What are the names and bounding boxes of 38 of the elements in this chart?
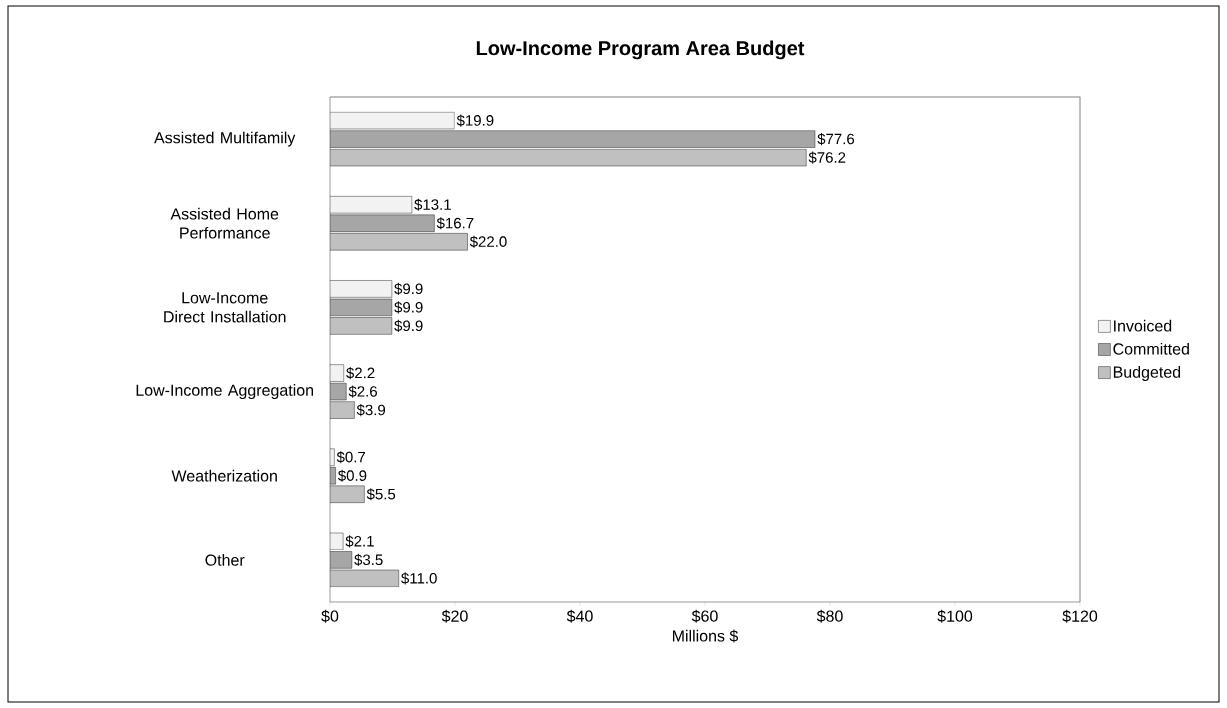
data-label: $2.1 <box>345 535 374 548</box>
data-label: $2.6 <box>348 385 377 398</box>
bar <box>330 214 435 232</box>
x-tick-label: $40 <box>566 609 593 623</box>
y-tick-label: Low-Income Direct Installation <box>164 292 286 323</box>
data-label: $13.1 <box>414 198 451 211</box>
data-label: $19.9 <box>456 114 494 127</box>
data-label: $0.7 <box>336 451 366 464</box>
data-label: $77.6 <box>817 133 855 146</box>
legend-label: Committed <box>1113 342 1189 355</box>
data-label: $0.9 <box>337 469 367 482</box>
data-label: $76.2 <box>808 151 846 164</box>
data-label: $5.5 <box>366 488 396 501</box>
y-tick-label: Low-Income Aggregation <box>136 384 314 400</box>
x-tick-label: $0 <box>321 609 339 623</box>
x-tick-label: $20 <box>441 609 468 623</box>
y-tick-label: Assisted Home Performance <box>170 207 279 239</box>
data-label: $3.9 <box>356 404 386 417</box>
data-label: $16.7 <box>436 217 474 230</box>
chart-title: Low-Income Program Area Budget <box>476 40 805 60</box>
x-tick-label: $80 <box>816 609 843 623</box>
data-label: $2.2 <box>346 366 375 380</box>
data-label: $9.9 <box>394 301 423 314</box>
bar <box>330 130 816 148</box>
y-tick-label: Weatherization <box>171 469 277 482</box>
x-tick-label: $100 <box>937 609 973 623</box>
y-tick-label: Other <box>205 554 245 566</box>
y-tick-label: Assisted Multifamily <box>154 131 296 147</box>
x-tick-label: $120 <box>1062 609 1098 623</box>
data-label: $9.9 <box>394 319 423 332</box>
data-label: $11.0 <box>401 572 437 585</box>
x-tick-label: $60 <box>691 609 718 623</box>
legend-label: Budgeted <box>1113 366 1181 381</box>
data-label: $22.0 <box>469 235 507 248</box>
x-axis-title: Millions $ <box>672 629 739 643</box>
legend-label: Invoiced <box>1114 319 1172 332</box>
data-label: $3.5 <box>354 553 383 566</box>
data-label: $9.9 <box>394 282 423 295</box>
